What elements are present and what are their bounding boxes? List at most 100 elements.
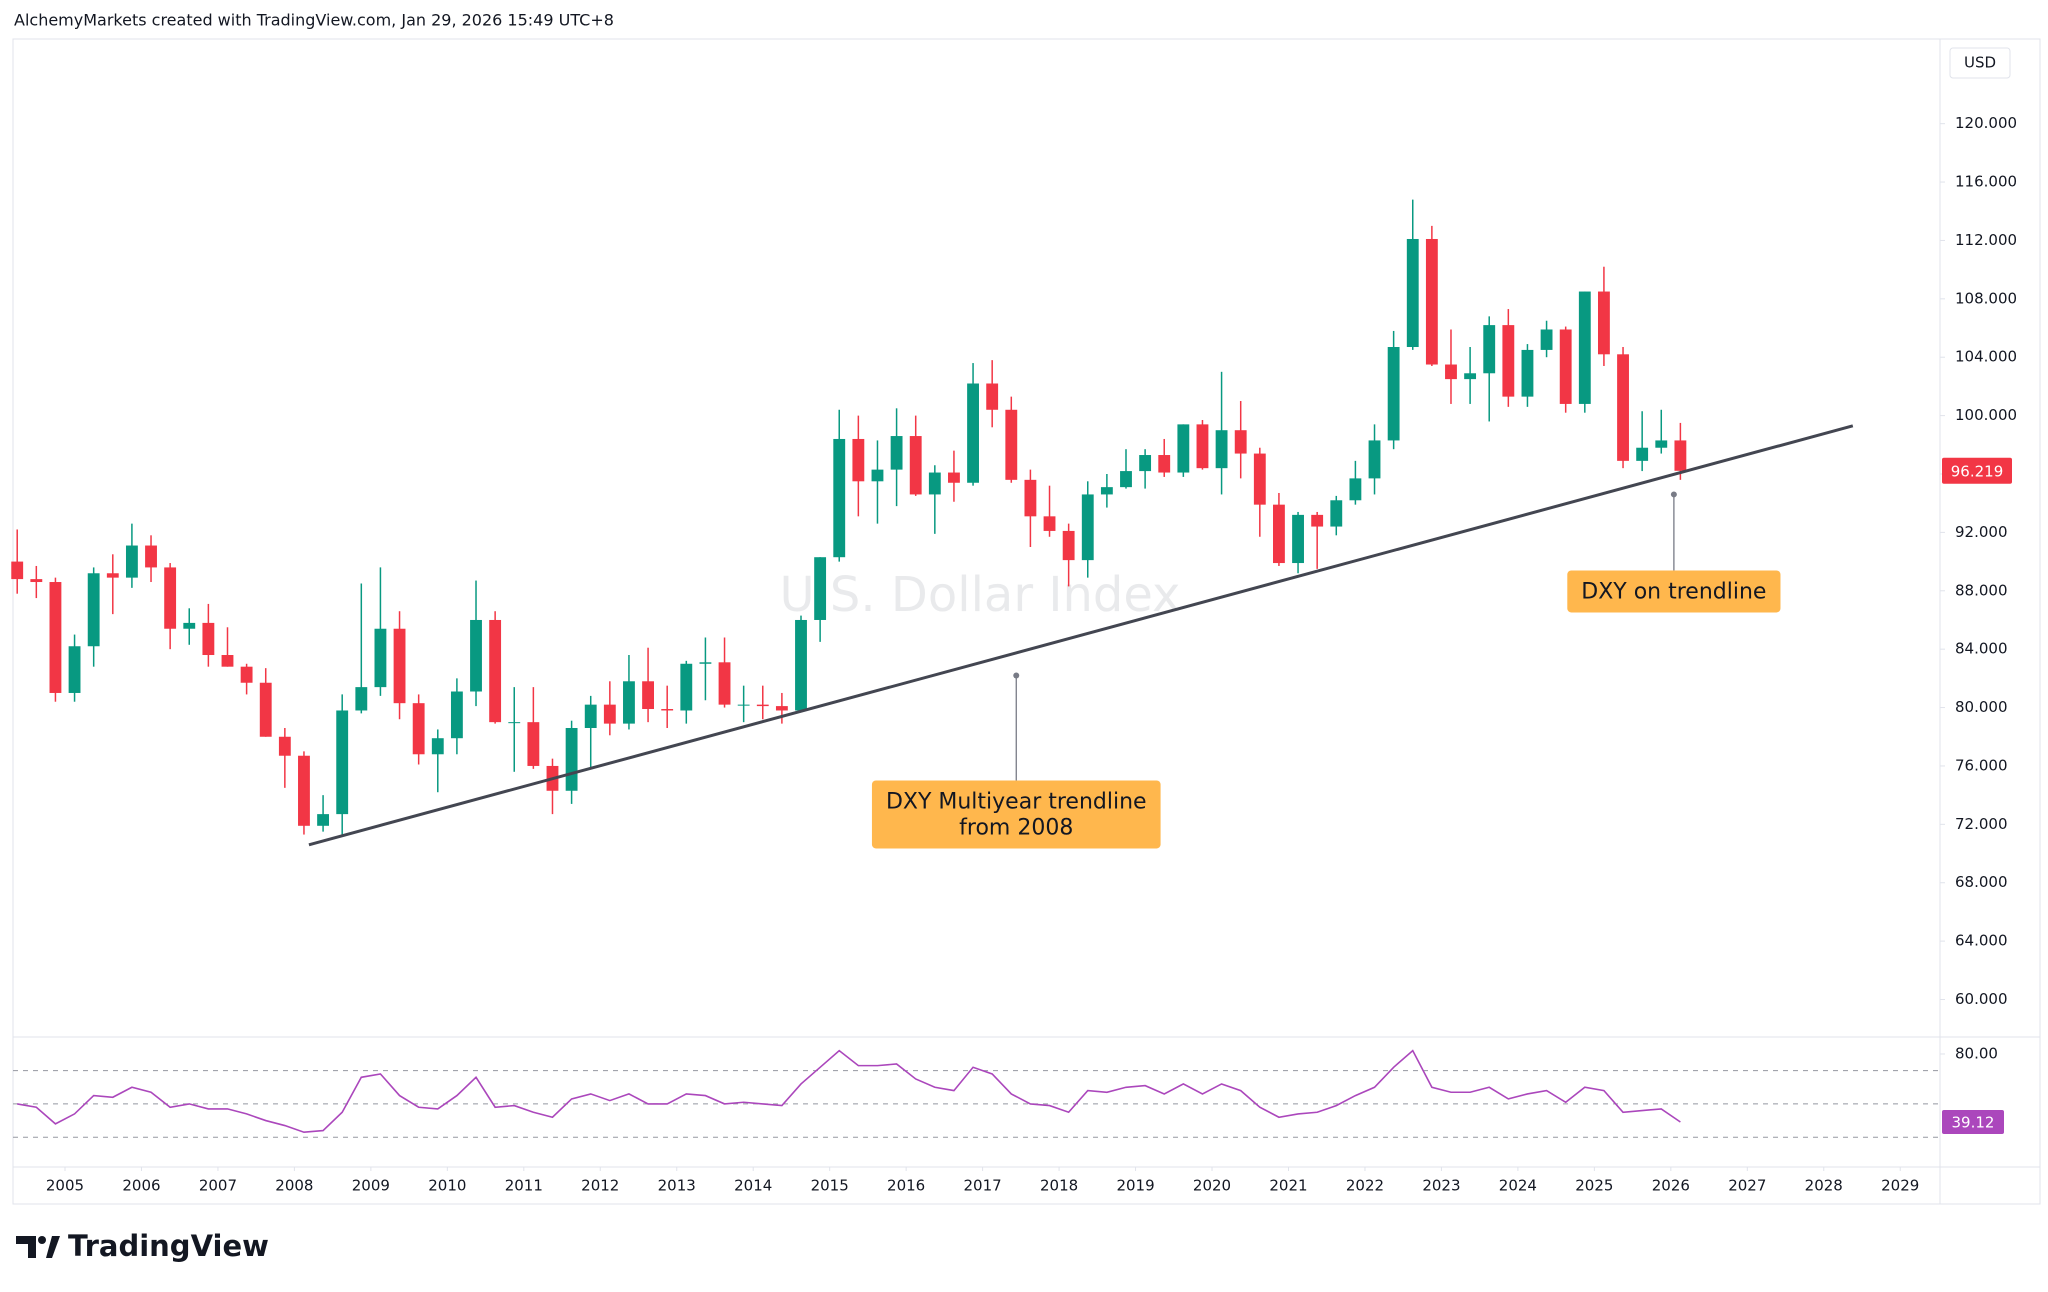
logo-text: TradingView	[68, 1229, 269, 1263]
x-tick-label: 2006	[122, 1177, 160, 1195]
candle-body	[890, 436, 903, 470]
candle-body	[298, 755, 310, 826]
candle-body	[1502, 325, 1515, 397]
logo-icon	[16, 1236, 60, 1258]
candle-body	[470, 619, 482, 692]
y-tick-label: 64.000	[1955, 932, 2008, 950]
x-tick-label: 2005	[46, 1177, 84, 1195]
x-tick-label: 2028	[1805, 1177, 1843, 1195]
candle-body	[1120, 471, 1132, 488]
candle-body	[1578, 291, 1591, 404]
candle-body	[317, 814, 330, 826]
candle-body	[431, 738, 444, 755]
x-tick-label: 2019	[1116, 1177, 1154, 1195]
candle-body	[508, 722, 521, 724]
y-tick-label: 100.000	[1955, 406, 2017, 424]
annotation-anchor	[1013, 672, 1020, 679]
candle-body	[1425, 238, 1438, 365]
candle-body	[1540, 329, 1553, 350]
y-tick-label: 80.000	[1955, 698, 2008, 716]
candle-body	[240, 666, 253, 683]
x-tick-label: 2022	[1346, 1177, 1384, 1195]
y-tick-label: 120.000	[1955, 114, 2017, 132]
annotation-text: DXY on trendline	[1581, 579, 1766, 604]
candle-body	[1311, 514, 1324, 527]
candle-body	[642, 681, 654, 710]
x-tick-label: 2011	[505, 1177, 543, 1195]
candle-body	[1062, 530, 1075, 561]
candle-body	[1292, 514, 1304, 564]
candle-body	[1464, 373, 1477, 380]
rsi-line	[17, 1049, 1681, 1134]
last-price-label: 96.219	[1951, 462, 2004, 480]
x-tick-label: 2017	[964, 1177, 1002, 1195]
candle-body	[623, 681, 635, 724]
candle-body	[259, 682, 272, 737]
currency-box	[1949, 47, 2011, 79]
x-tick-label: 2008	[275, 1177, 313, 1195]
candle-body	[1368, 440, 1381, 479]
x-tick-label: 2016	[887, 1177, 925, 1195]
candle-body	[1521, 349, 1534, 397]
candle-body	[30, 579, 43, 583]
candle-body	[909, 436, 922, 495]
annotation-box	[1567, 570, 1781, 613]
logo-shape	[46, 1236, 60, 1258]
y-tick-label: 68.000	[1955, 873, 2008, 891]
candle-body	[737, 704, 750, 706]
candle-body	[489, 619, 502, 723]
candle-body	[202, 622, 215, 656]
candle-body	[125, 545, 138, 578]
candle-body	[1617, 354, 1629, 461]
candle-body	[412, 703, 425, 755]
candle-body	[374, 628, 387, 688]
candle-body	[145, 545, 157, 568]
candle-body	[355, 687, 368, 711]
watermark: U.S. Dollar Index	[780, 567, 1181, 623]
candle-body	[164, 567, 177, 629]
y-tick-label: 104.000	[1955, 348, 2017, 366]
y-tick-label: 88.000	[1955, 581, 2008, 599]
annotation-text: from 2008	[959, 815, 1073, 840]
x-tick-label: 2010	[428, 1177, 466, 1195]
candle-body	[527, 722, 540, 766]
candle-body	[1100, 487, 1113, 495]
candle-body	[278, 736, 291, 756]
candle-body	[565, 727, 578, 791]
x-tick-label: 2027	[1728, 1177, 1766, 1195]
candle-body	[1234, 430, 1247, 454]
y-tick-label: 108.000	[1955, 289, 2017, 307]
candle-body	[1196, 424, 1209, 469]
x-tick-label: 2014	[734, 1177, 772, 1195]
header-title: AlchemyMarkets created with TradingView.…	[14, 11, 614, 30]
candle-body	[49, 582, 62, 693]
candle-body	[699, 662, 712, 664]
y-tick-label: 80.00	[1955, 1044, 1998, 1062]
y-tick-label: 72.000	[1955, 815, 2008, 833]
logo-shape	[16, 1236, 36, 1258]
annotation-box	[871, 780, 1161, 849]
y-tick-label: 116.000	[1955, 173, 2017, 191]
candle-body	[336, 710, 349, 815]
chart-frame	[12, 38, 2041, 1205]
rsi-value-tag	[1942, 1110, 2004, 1135]
candle-body	[183, 622, 196, 629]
candle-body	[221, 655, 234, 667]
candle-body	[1406, 238, 1419, 348]
candle-body	[11, 561, 24, 580]
y-tick-label: 76.000	[1955, 756, 2008, 774]
candle-body	[1215, 430, 1228, 469]
x-tick-label: 2015	[811, 1177, 849, 1195]
y-tick-label: 60.000	[1955, 990, 2008, 1008]
candle-body	[1005, 409, 1018, 480]
candle-body	[833, 438, 846, 558]
x-tick-label: 2020	[1193, 1177, 1231, 1195]
candle-body	[1330, 500, 1343, 527]
last-price-tag	[1942, 457, 2012, 484]
candle-body	[1253, 453, 1266, 505]
candle-body	[1445, 364, 1457, 380]
candle-body	[1273, 504, 1285, 564]
candle-body	[1655, 440, 1668, 448]
candle-body	[986, 383, 999, 410]
